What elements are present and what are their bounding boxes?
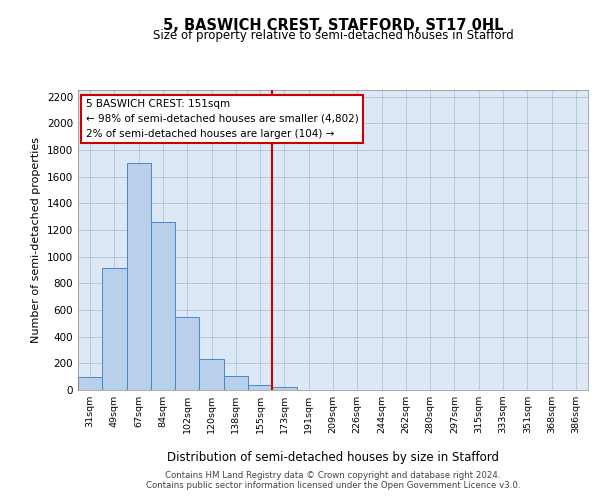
Bar (272, 388, 296, 390)
Text: 5, BASWICH CREST, STAFFORD, ST17 0HL: 5, BASWICH CREST, STAFFORD, ST17 0HL (163, 18, 503, 32)
Text: Distribution of semi-detached houses by size in Stafford: Distribution of semi-detached houses by … (167, 451, 499, 464)
Bar (175, 318, 199, 390)
Y-axis label: Number of semi-detached properties: Number of semi-detached properties (31, 137, 41, 343)
Bar (127, 164, 151, 390)
Bar (102, 268, 127, 390)
Text: Contains HM Land Registry data © Crown copyright and database right 2024.: Contains HM Land Registry data © Crown c… (165, 472, 501, 480)
Bar (224, 376, 248, 390)
Text: 5 BASWICH CREST: 151sqm
← 98% of semi-detached houses are smaller (4,802)
2% of : 5 BASWICH CREST: 151sqm ← 98% of semi-de… (86, 99, 358, 138)
Bar (78, 377, 102, 390)
Bar (248, 384, 272, 390)
Text: Size of property relative to semi-detached houses in Stafford: Size of property relative to semi-detach… (152, 29, 514, 42)
Bar (151, 222, 175, 390)
Text: Contains public sector information licensed under the Open Government Licence v3: Contains public sector information licen… (146, 482, 520, 490)
Bar (199, 358, 224, 390)
